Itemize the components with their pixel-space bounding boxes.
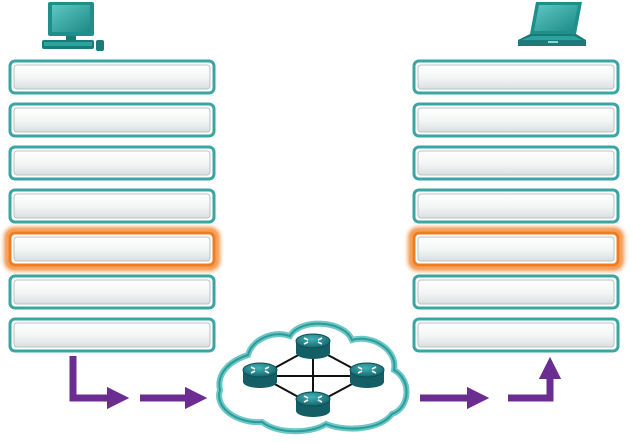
source-layer-stack — [4, 59, 220, 353]
router-group — [242, 333, 385, 417]
router-icon-right — [349, 362, 385, 388]
source-layer-5 — [4, 227, 220, 271]
router-icon-top — [295, 333, 331, 359]
destination-layer-3 — [412, 145, 620, 181]
destination-layer-2 — [412, 102, 620, 138]
source-layer-4 — [8, 188, 216, 224]
destination-layer-4 — [412, 188, 620, 224]
source-layer-7 — [8, 317, 216, 353]
desktop-computer-icon — [42, 2, 104, 51]
destination-layer-6 — [412, 274, 620, 310]
destination-layer-1 — [412, 59, 620, 95]
destination-layer-stack — [408, 59, 624, 353]
router-icon-left — [242, 362, 278, 388]
source-layer-highlight — [4, 227, 220, 271]
flow-arrow-down-out — [69, 356, 130, 410]
destination-layer-highlight — [408, 227, 624, 271]
source-layer-6 — [8, 274, 216, 310]
source-layer-2 — [8, 102, 216, 138]
destination-layer-5 — [408, 227, 624, 271]
source-layer-1 — [8, 59, 216, 95]
laptop-computer-icon — [518, 2, 586, 46]
data-flow-arrows — [69, 356, 562, 410]
flow-arrow-up-in — [508, 356, 562, 402]
destination-layer-7 — [412, 317, 620, 353]
source-layer-3 — [8, 145, 216, 181]
router-icon-bottom — [295, 391, 331, 417]
